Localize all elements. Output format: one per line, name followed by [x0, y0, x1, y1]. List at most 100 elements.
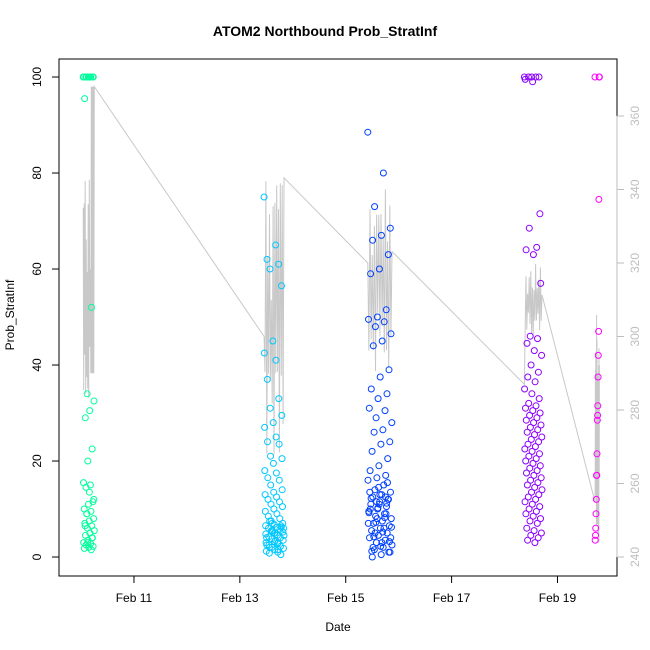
data-point: [531, 431, 538, 439]
data-point: [85, 488, 93, 496]
y2-tick-label: 280: [628, 400, 642, 420]
data-point: [523, 339, 531, 347]
data-point: [525, 505, 533, 513]
data-point: [384, 479, 391, 487]
chart-title: ATOM2 Northbound Prob_StratInf: [213, 23, 438, 39]
data-point: [263, 375, 271, 383]
data-point: [522, 404, 529, 412]
data-point: [80, 544, 88, 552]
data-point: [81, 95, 89, 103]
data-point: [537, 474, 545, 482]
data-point: [524, 536, 532, 544]
data-point: [384, 251, 392, 259]
data-point: [382, 493, 389, 501]
data-point: [528, 390, 536, 398]
data-point: [379, 169, 387, 177]
data-point: [535, 491, 543, 499]
data-point: [591, 73, 599, 81]
data-point: [88, 534, 96, 542]
data-point: [592, 510, 600, 518]
data-point: [365, 315, 372, 323]
data-point: [534, 534, 542, 542]
data-point: [528, 500, 536, 508]
data-point: [278, 282, 285, 290]
data-point: [369, 543, 377, 551]
data-point: [367, 270, 375, 278]
data-point: [372, 518, 380, 526]
data-point: [594, 351, 602, 359]
data-point: [521, 385, 529, 393]
data-point: [521, 445, 529, 453]
data-point: [383, 529, 391, 537]
data-point: [280, 544, 287, 552]
data-point: [388, 523, 395, 531]
data-point: [264, 438, 271, 446]
data-point: [271, 536, 279, 544]
data-point: [387, 515, 395, 523]
data-point: [368, 447, 376, 455]
data-point: [369, 236, 377, 244]
data-point: [88, 303, 95, 311]
x-tick-label: Feb 11: [116, 591, 153, 605]
y-tick-label: 80: [30, 166, 44, 180]
data-point: [366, 505, 374, 513]
data-point: [376, 524, 384, 532]
data-point: [368, 527, 376, 535]
data-point: [263, 255, 271, 263]
data-point: [528, 73, 536, 81]
data-point: [521, 498, 529, 506]
data-point: [594, 402, 602, 410]
data-point: [530, 419, 538, 427]
data-point: [522, 246, 530, 254]
data-point: [84, 539, 92, 547]
data-point: [537, 279, 545, 287]
data-point: [531, 483, 539, 491]
points-layer: [79, 73, 603, 561]
data-point: [528, 447, 536, 455]
data-point: [376, 373, 384, 381]
data-point: [266, 517, 274, 525]
data-point: [529, 407, 537, 415]
data-point: [592, 531, 599, 539]
data-point: [272, 241, 280, 249]
data-point: [385, 366, 393, 374]
data-point: [521, 75, 529, 83]
data-point: [377, 551, 385, 559]
secondary-series-line: [82, 84, 600, 543]
data-point: [534, 479, 542, 487]
data-point: [532, 455, 540, 463]
y2-tick-label: 320: [628, 253, 642, 273]
data-point: [89, 542, 97, 550]
y-axis: 0 20 40 60 80 100: [30, 67, 60, 560]
data-point: [280, 531, 288, 539]
data-point: [594, 411, 602, 419]
data-point: [272, 356, 280, 364]
data-point: [84, 457, 92, 465]
data-point: [524, 440, 532, 448]
data-point: [591, 536, 599, 544]
data-point: [593, 450, 601, 458]
data-point: [89, 73, 97, 81]
data-point: [533, 414, 541, 422]
x-tick-label: Feb 17: [433, 591, 471, 605]
data-point: [525, 452, 533, 460]
data-point: [527, 361, 535, 369]
data-point: [595, 73, 603, 81]
data-point: [364, 128, 372, 136]
data-point: [275, 395, 283, 403]
y-tick-label: 60: [30, 262, 44, 276]
y2-tick-label: 260: [628, 473, 642, 493]
data-point: [90, 495, 98, 503]
data-point: [530, 527, 538, 535]
data-point: [537, 529, 545, 537]
data-point: [81, 522, 89, 530]
data-point: [82, 483, 90, 491]
data-point: [522, 510, 530, 518]
data-point: [364, 519, 372, 527]
x-tick-label: Feb 15: [327, 591, 365, 605]
data-point: [269, 528, 277, 536]
data-point: [277, 523, 285, 531]
data-point: [594, 373, 602, 381]
data-point: [382, 471, 390, 479]
